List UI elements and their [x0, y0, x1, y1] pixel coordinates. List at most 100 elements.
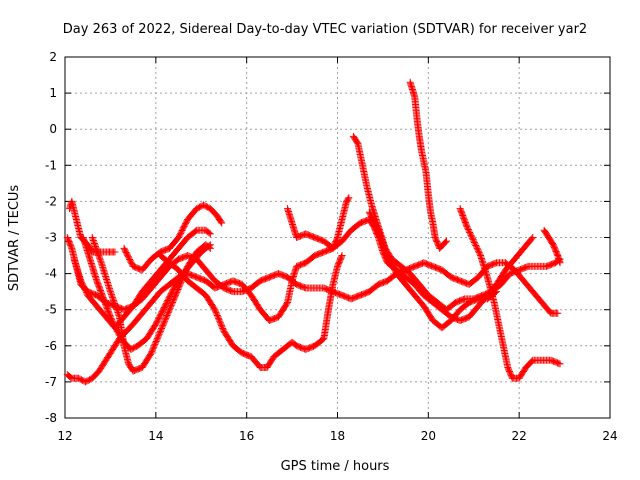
data-point-marker — [82, 287, 90, 295]
data-point-marker — [111, 323, 119, 331]
data-point-marker — [379, 238, 387, 246]
data-point-marker — [93, 247, 101, 255]
x-tick-label: 24 — [602, 429, 617, 443]
data-point-marker — [214, 313, 222, 321]
data-point-marker — [115, 311, 123, 319]
data-point-marker — [154, 333, 162, 341]
data-point-marker — [170, 296, 178, 304]
data-point-marker — [466, 228, 474, 236]
data-point-marker — [219, 324, 227, 332]
data-point-marker — [333, 235, 341, 243]
data-point-marker — [109, 294, 117, 302]
data-point-marker — [172, 291, 180, 299]
data-point-marker — [156, 327, 164, 335]
y-tick-label: -4 — [45, 267, 57, 281]
data-point-marker — [471, 240, 479, 248]
data-point-marker — [283, 300, 291, 308]
data-point-marker — [173, 287, 181, 295]
x-tick-label: 14 — [148, 429, 163, 443]
data-point-marker — [89, 235, 97, 243]
data-point-marker — [463, 223, 471, 231]
data-point-marker — [175, 284, 183, 292]
y-tick-label: -5 — [45, 303, 57, 317]
data-point-marker — [163, 311, 171, 319]
data-point-marker — [217, 320, 225, 328]
data-point-marker — [159, 322, 167, 330]
y-tick-label: -6 — [45, 339, 57, 353]
data-point-marker — [167, 303, 175, 311]
data-point-marker — [152, 339, 160, 347]
data-point-marker — [556, 360, 564, 368]
data-point-marker — [92, 244, 100, 252]
data-point-marker — [345, 194, 353, 202]
data-point-marker — [466, 230, 474, 238]
data-point-marker — [205, 229, 213, 237]
data-point-marker — [211, 307, 219, 315]
data-point-marker — [218, 219, 226, 227]
data-point-marker — [113, 305, 121, 313]
data-point-marker — [213, 310, 221, 318]
data-point-marker — [109, 295, 117, 303]
y-tick-label: 0 — [49, 122, 57, 136]
data-point-marker — [470, 237, 478, 245]
data-point-marker — [182, 265, 190, 273]
data-point-marker — [218, 323, 226, 331]
data-point-marker — [106, 288, 114, 296]
data-point-marker — [112, 324, 120, 332]
y-tick-label: -1 — [45, 158, 57, 172]
data-point-marker — [107, 291, 115, 299]
data-point-marker — [375, 228, 383, 236]
data-point-marker — [382, 249, 390, 257]
data-point-marker — [155, 332, 163, 340]
data-point-marker — [464, 224, 472, 232]
data-point-marker — [107, 289, 115, 297]
data-point-marker — [216, 319, 224, 327]
data-point-marker — [106, 313, 114, 321]
data-point-marker — [155, 330, 163, 338]
data-point-marker — [468, 233, 476, 241]
x-tick-label: 22 — [512, 429, 527, 443]
series-trace-8 — [156, 252, 346, 371]
data-point-marker — [556, 259, 564, 267]
data-point-marker — [169, 297, 177, 305]
x-tick-label: 16 — [239, 429, 254, 443]
data-marks — [63, 78, 564, 386]
series-trace-14 — [365, 208, 500, 332]
data-point-marker — [167, 301, 175, 309]
data-point-marker — [148, 348, 156, 356]
data-point-marker — [528, 235, 536, 243]
data-point-marker — [337, 253, 345, 261]
data-point-marker — [110, 297, 118, 305]
data-point-marker — [95, 253, 103, 261]
data-point-marker — [160, 319, 168, 327]
data-point-marker — [472, 243, 480, 251]
data-point-marker — [147, 349, 155, 357]
data-point-marker — [112, 304, 120, 312]
data-point-marker — [182, 267, 190, 275]
y-tick-label: -7 — [45, 375, 57, 389]
data-point-marker — [156, 329, 164, 337]
data-point-marker — [80, 284, 88, 292]
y-tick-label: -3 — [45, 231, 57, 245]
data-point-marker — [109, 319, 117, 327]
data-point-marker — [474, 246, 482, 254]
data-point-marker — [338, 252, 346, 260]
data-point-marker — [166, 304, 174, 312]
data-point-marker — [94, 250, 102, 258]
data-point-marker — [153, 336, 161, 344]
data-point-marker — [91, 241, 99, 249]
data-point-marker — [151, 340, 159, 348]
data-point-marker — [468, 234, 476, 242]
x-tick-label: 18 — [330, 429, 345, 443]
data-point-marker — [110, 298, 118, 306]
data-point-marker — [212, 309, 220, 317]
series-trace-11 — [406, 78, 450, 252]
data-point-marker — [376, 231, 384, 239]
data-point-marker — [110, 320, 118, 328]
data-point-marker — [95, 251, 103, 259]
data-point-marker — [96, 254, 104, 262]
data-point-marker — [382, 247, 390, 255]
series-trace-4 — [70, 226, 214, 332]
